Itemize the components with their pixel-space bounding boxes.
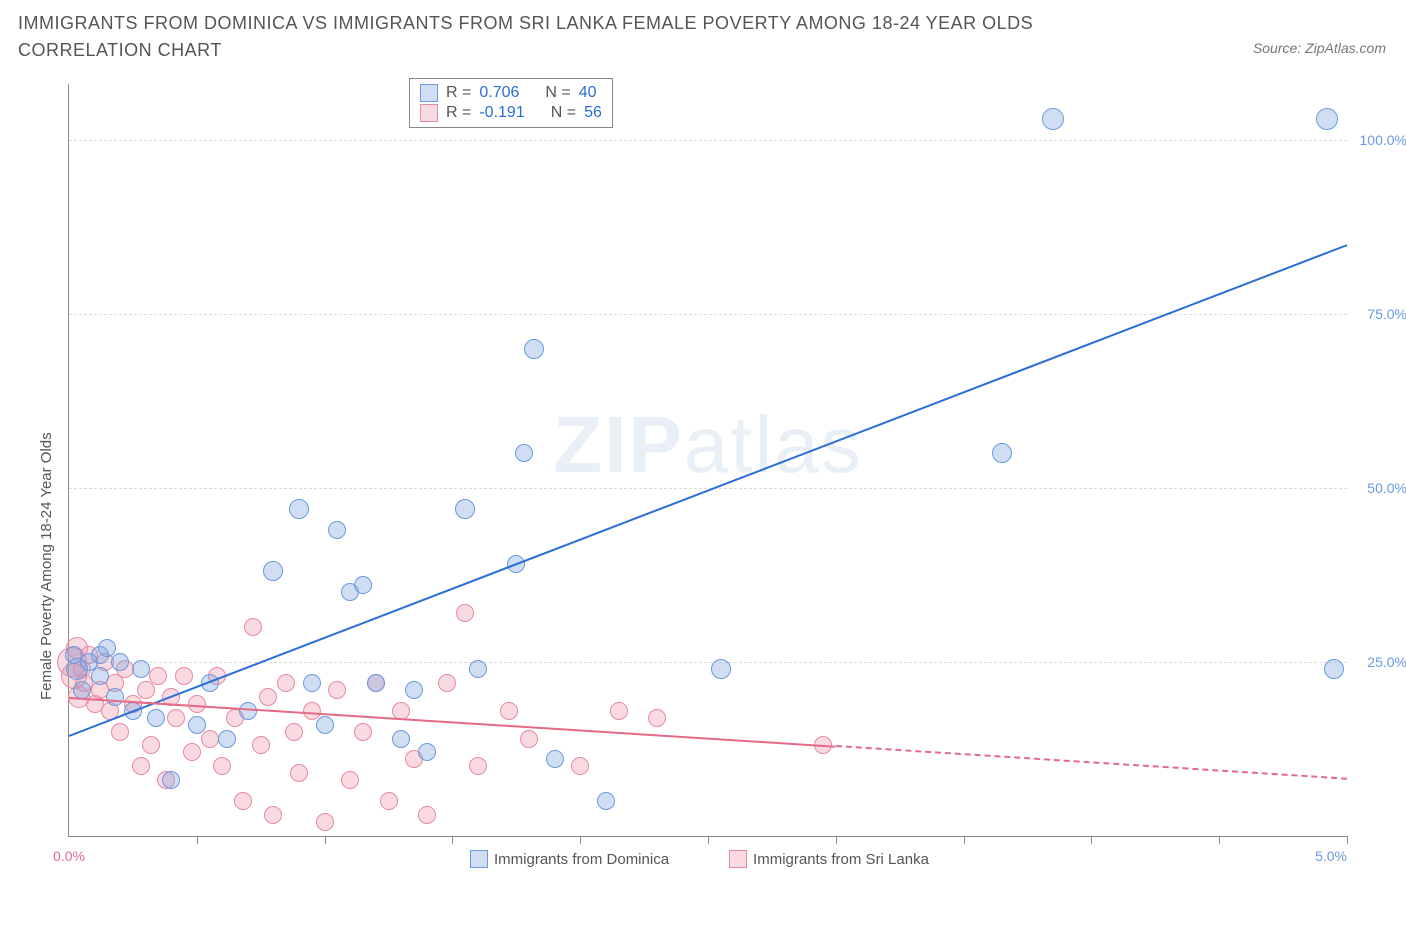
swatch-icon <box>470 850 488 868</box>
data-point <box>218 730 236 748</box>
data-point <box>380 792 398 810</box>
data-point <box>147 709 165 727</box>
data-point <box>418 806 436 824</box>
data-point <box>234 792 252 810</box>
data-point <box>1324 659 1344 679</box>
data-point <box>111 723 129 741</box>
data-point <box>259 688 277 706</box>
legend-label: Immigrants from Sri Lanka <box>753 851 929 868</box>
swatch-icon <box>420 104 438 122</box>
data-point <box>571 757 589 775</box>
data-point <box>648 709 666 727</box>
data-point <box>167 709 185 727</box>
data-point <box>132 660 150 678</box>
data-point <box>316 716 334 734</box>
watermark: ZIPatlas <box>553 399 862 491</box>
data-point <box>277 674 295 692</box>
data-point <box>328 521 346 539</box>
data-point <box>992 443 1012 463</box>
stats-row: R = -0.191N = 56 <box>420 103 602 123</box>
chart-area: Female Poverty Among 18-24 Year Olds ZIP… <box>50 80 1370 870</box>
data-point <box>201 730 219 748</box>
data-point <box>285 723 303 741</box>
data-point <box>252 736 270 754</box>
data-point <box>597 792 615 810</box>
data-point <box>367 674 385 692</box>
trendline-pink-dashed <box>836 745 1347 780</box>
data-point <box>711 659 731 679</box>
data-point <box>73 681 91 699</box>
data-point <box>183 743 201 761</box>
x-max-label: 5.0% <box>1315 848 1347 864</box>
data-point <box>392 730 410 748</box>
data-point <box>438 674 456 692</box>
data-point <box>289 499 309 519</box>
data-point <box>328 681 346 699</box>
data-point <box>162 771 180 789</box>
data-point <box>500 702 518 720</box>
data-point <box>610 702 628 720</box>
data-point <box>515 444 533 462</box>
data-point <box>106 688 124 706</box>
legend-item: Immigrants from Sri Lanka <box>729 850 929 868</box>
data-point <box>418 743 436 761</box>
data-point <box>455 499 475 519</box>
data-point <box>91 667 109 685</box>
swatch-icon <box>420 84 438 102</box>
data-point <box>341 771 359 789</box>
data-point <box>132 757 150 775</box>
data-point <box>175 667 193 685</box>
watermark-bold: ZIP <box>553 400 683 489</box>
data-point <box>354 723 372 741</box>
data-point <box>213 757 231 775</box>
data-point <box>137 681 155 699</box>
data-point <box>524 339 544 359</box>
legend-bottom: Immigrants from Dominica Immigrants from … <box>470 850 929 868</box>
x-min-label: 0.0% <box>53 848 85 864</box>
data-point <box>520 730 538 748</box>
chart-title: IMMIGRANTS FROM DOMINICA VS IMMIGRANTS F… <box>18 10 1138 64</box>
data-point <box>1316 108 1338 130</box>
data-point <box>316 813 334 831</box>
data-point <box>290 764 308 782</box>
data-point <box>149 667 167 685</box>
data-point <box>1042 108 1064 130</box>
data-point <box>188 716 206 734</box>
data-point <box>98 639 116 657</box>
plot-region: ZIPatlas 25.0%50.0%75.0%100.0% 0.0% 5.0%… <box>68 84 1347 837</box>
data-point <box>142 736 160 754</box>
data-point <box>111 653 129 671</box>
data-point <box>546 750 564 768</box>
data-point <box>244 618 262 636</box>
data-point <box>263 561 283 581</box>
legend-label: Immigrants from Dominica <box>494 851 669 868</box>
y-axis-label: Female Poverty Among 18-24 Year Olds <box>38 432 55 700</box>
data-point <box>456 604 474 622</box>
data-point <box>354 576 372 594</box>
stats-box: R = 0.706N = 40R = -0.191N = 56 <box>409 78 613 128</box>
data-point <box>303 674 321 692</box>
trendline-blue <box>69 244 1348 737</box>
data-point <box>469 757 487 775</box>
data-point <box>264 806 282 824</box>
watermark-light: atlas <box>684 400 863 489</box>
legend-item: Immigrants from Dominica <box>470 850 669 868</box>
swatch-icon <box>729 850 747 868</box>
stats-row: R = 0.706N = 40 <box>420 83 602 103</box>
data-point <box>405 681 423 699</box>
source-label: Source: ZipAtlas.com <box>1253 40 1386 56</box>
data-point <box>188 695 206 713</box>
data-point <box>469 660 487 678</box>
